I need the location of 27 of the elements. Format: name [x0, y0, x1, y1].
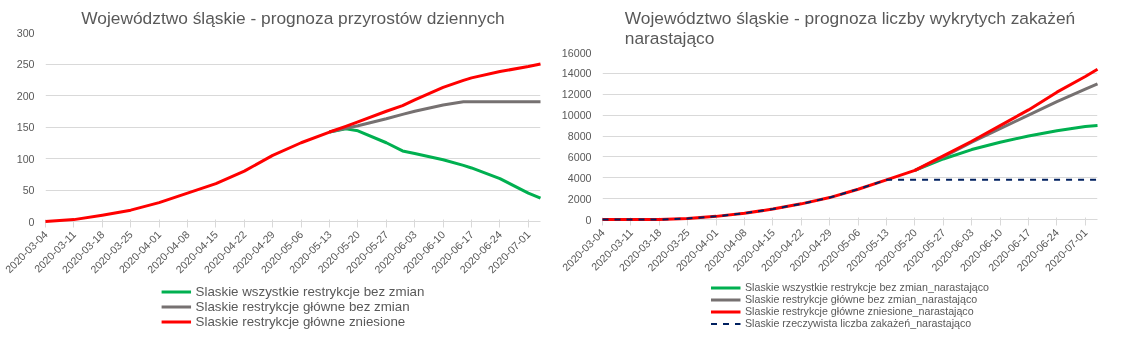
y-tick-label: 250 [16, 58, 35, 70]
legend-label: Slaskie restrykcje główne zniesione [195, 313, 406, 329]
chart-title: Województwo śląskie - prognoza przyrostów dziennych [81, 7, 505, 28]
legend-label: Slaskie wszystkie restrykcje bez zmian [195, 283, 425, 299]
y-tick-label: 100 [16, 152, 35, 165]
legend-label: Slaskie restrykcje główne bez zmian_narastająco [744, 293, 978, 305]
line-series [44, 62, 542, 223]
y-tick-label: 10000 [561, 109, 592, 122]
chart-title: Województwo śląskie - prognoza liczby wykrytych zakażeń narastająco [624, 7, 1076, 48]
line-series [601, 178, 1099, 221]
y-tick-label: 200 [16, 89, 35, 102]
y-tick-label: 14000 [561, 67, 592, 80]
y-tick-label: 300 [16, 26, 35, 39]
y-tick-label: 16000 [561, 46, 592, 59]
legend-label: Slaskie restrykcje główne bez zmian [195, 298, 410, 314]
y-tick-label: 6000 [567, 150, 592, 163]
y-tick-label: 0 [28, 215, 35, 228]
y-tick-label: 50 [22, 184, 35, 196]
y-tick-label: 0 [585, 213, 592, 226]
legend-label: Slaskie restrykcje główne zniesione_narastająco [744, 305, 974, 317]
legend-label: Slaskie wszystkie restrykcje bez zmian_narastająco [744, 281, 990, 293]
y-tick-label: 150 [16, 121, 35, 133]
y-tick-label: 4000 [567, 171, 592, 184]
y-tick-label: 2000 [567, 192, 592, 205]
y-tick-label: 8000 [567, 130, 592, 142]
legend-label: Slaskie rzeczywista liczba zakażeń_narastająco [744, 317, 972, 329]
y-tick-label: 12000 [561, 88, 592, 101]
